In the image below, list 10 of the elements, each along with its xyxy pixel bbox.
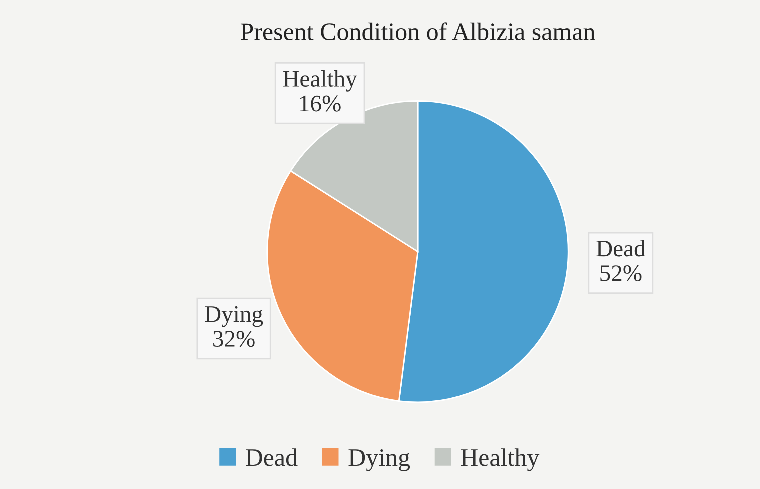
- slice-label: Healthy: [283, 70, 358, 92]
- chart-title: Present Condition of Albizia saman: [240, 22, 596, 40]
- slice-label: Dying: [205, 306, 264, 328]
- slice-label: Dead: [596, 240, 646, 257]
- data-label: 16%: [300, 96, 341, 112]
- legend-label: Dead: [246, 448, 298, 466]
- data-label: 52%: [600, 266, 642, 282]
- legend-label: Healthy: [461, 448, 540, 472]
- data-label: 32%: [214, 331, 255, 348]
- legend-label: Dying: [348, 449, 410, 472]
